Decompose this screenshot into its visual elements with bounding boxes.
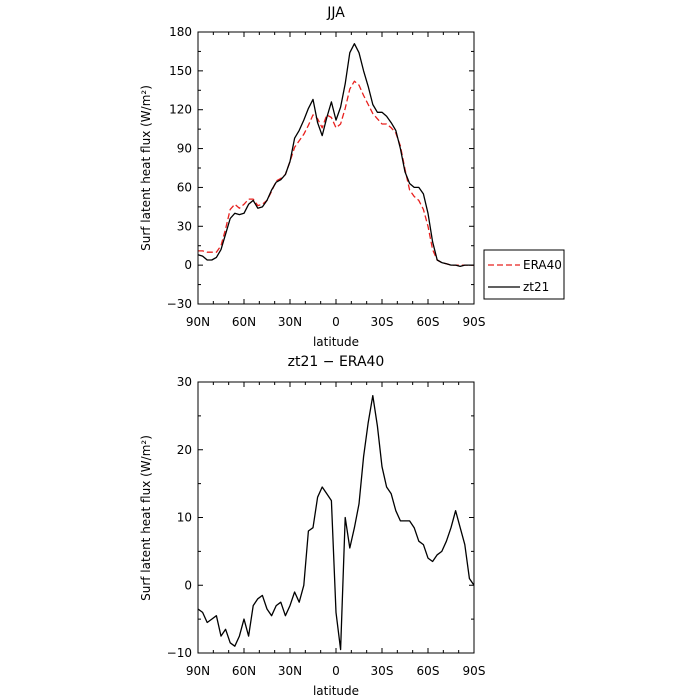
bottom-x-axis-label: latitude bbox=[313, 684, 359, 698]
top-y-tick-label: 90 bbox=[177, 142, 192, 156]
bottom-x-tick-label: 90S bbox=[463, 664, 486, 678]
top-y-tick-label: 60 bbox=[177, 180, 192, 194]
top-x-tick-label: 0 bbox=[332, 315, 340, 329]
bottom-y-tick-label: 20 bbox=[177, 443, 192, 457]
bottom-y-tick-label: 10 bbox=[177, 511, 192, 525]
top-x-tick-label: 30N bbox=[278, 315, 302, 329]
top-y-tick-label: 30 bbox=[177, 219, 192, 233]
bottom-x-tick-label: 60S bbox=[417, 664, 440, 678]
bottom-series-line-0 bbox=[197, 394, 475, 651]
top-series-line-era40 bbox=[198, 80, 474, 266]
bottom-y-ticks: −10 0 10 20 30 bbox=[167, 375, 474, 660]
legend: ERA40 zt21 bbox=[483, 249, 565, 300]
top-plot-frame bbox=[197, 31, 475, 305]
bottom-x-tick-label: 30N bbox=[278, 664, 302, 678]
top-x-tick-label: 60N bbox=[232, 315, 256, 329]
bottom-series bbox=[197, 394, 475, 651]
top-x-tick-label: 90S bbox=[463, 315, 486, 329]
top-y-axis-label: Surf latent heat flux (W/m²) bbox=[139, 85, 153, 251]
top-panel: JJA −30 0 30 60 90 120 150 180 90N 60N 30N 0 30S 60S… bbox=[139, 5, 485, 349]
bottom-x-tick-label: 0 bbox=[332, 664, 340, 678]
top-series-line-zt21 bbox=[197, 43, 474, 268]
top-y-tick-label: −30 bbox=[167, 297, 192, 311]
top-x-ticks: 90N 60N 30N 0 30S 60S 90S bbox=[186, 32, 486, 329]
bottom-y-axis-label: Surf latent heat flux (W/m²) bbox=[139, 435, 153, 601]
top-x-tick-label: 90N bbox=[186, 315, 210, 329]
bottom-x-tick-label: 30S bbox=[371, 664, 394, 678]
bottom-y-tick-label: 30 bbox=[177, 375, 192, 389]
top-x-tick-label: 30S bbox=[371, 315, 394, 329]
top-y-tick-label: 0 bbox=[184, 258, 192, 272]
top-x-axis-label: latitude bbox=[313, 335, 359, 349]
bottom-x-tick-label: 60N bbox=[232, 664, 256, 678]
bottom-x-tick-label: 90N bbox=[186, 664, 210, 678]
bottom-panel-title: zt21 − ERA40 bbox=[288, 354, 385, 370]
top-y-ticks: −30 0 30 60 90 120 150 180 bbox=[167, 25, 474, 311]
top-y-tick-label: 150 bbox=[169, 64, 192, 78]
bottom-panel: zt21 − ERA40 −10 0 10 20 30 90N 60N 30N 0 30S 60S… bbox=[139, 354, 485, 698]
bottom-plot-frame bbox=[197, 381, 475, 654]
bottom-x-ticks: 90N 60N 30N 0 30S 60S 90S bbox=[186, 382, 486, 678]
top-x-tick-label: 60S bbox=[417, 315, 440, 329]
top-panel-title: JJA bbox=[326, 5, 345, 21]
top-series bbox=[197, 43, 474, 268]
top-y-tick-label: 180 bbox=[169, 25, 192, 39]
top-y-tick-label: 120 bbox=[169, 103, 192, 117]
legend-label-era40: ERA40 bbox=[523, 258, 562, 272]
legend-box bbox=[483, 249, 565, 300]
legend-label-zt21: zt21 bbox=[523, 280, 549, 294]
bottom-y-tick-label: −10 bbox=[167, 646, 192, 660]
bottom-y-tick-label: 0 bbox=[184, 578, 192, 592]
